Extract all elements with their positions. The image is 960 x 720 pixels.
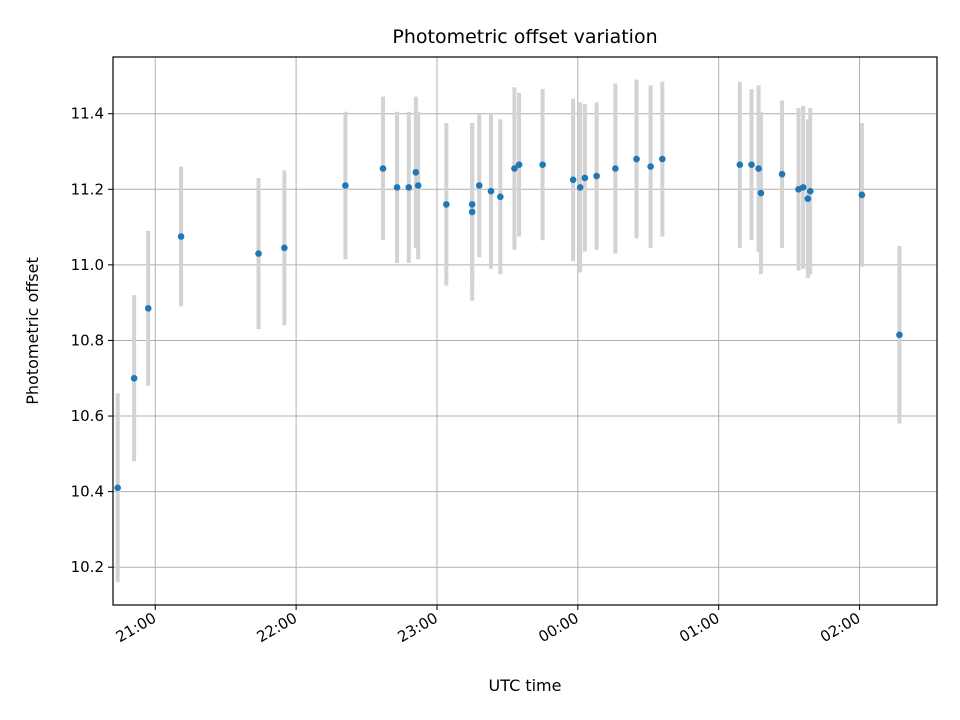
data-point bbox=[443, 201, 450, 208]
data-point bbox=[114, 484, 121, 492]
data-point bbox=[393, 184, 401, 191]
data-point bbox=[569, 176, 577, 184]
data-point bbox=[612, 165, 619, 172]
data-point bbox=[659, 155, 666, 163]
data-point bbox=[468, 208, 476, 216]
data-point bbox=[475, 182, 483, 189]
data-point bbox=[468, 201, 476, 208]
data-point bbox=[576, 184, 584, 191]
y-axis-label: Photometric offset bbox=[23, 257, 42, 405]
data-point bbox=[755, 165, 762, 172]
data-point bbox=[896, 331, 903, 339]
y-tick-label: 11.2 bbox=[71, 180, 104, 198]
data-point bbox=[806, 187, 814, 195]
data-point bbox=[539, 161, 546, 169]
data-point bbox=[342, 182, 349, 189]
y-tick-label: 10.2 bbox=[71, 558, 104, 576]
data-point bbox=[379, 165, 387, 172]
data-point bbox=[414, 182, 422, 189]
data-point bbox=[799, 184, 807, 191]
y-tick-label: 11.0 bbox=[71, 256, 104, 274]
data-point bbox=[144, 305, 152, 312]
data-point bbox=[804, 195, 812, 203]
y-tick-label: 11.4 bbox=[71, 105, 104, 123]
y-tick-label: 10.6 bbox=[71, 407, 104, 425]
y-tick-label: 10.4 bbox=[71, 483, 104, 501]
y-axis-ticks: 10.2 10.4 10.6 10.8 11.0 11.2 11.4 bbox=[71, 105, 113, 576]
data-point bbox=[647, 163, 654, 170]
data-point bbox=[515, 161, 523, 169]
data-point bbox=[405, 184, 413, 191]
data-point bbox=[281, 244, 288, 252]
plot-frame bbox=[112, 56, 938, 606]
data-point bbox=[130, 374, 138, 382]
data-point bbox=[487, 187, 495, 195]
data-points bbox=[114, 155, 903, 492]
data-point bbox=[412, 168, 420, 176]
data-point bbox=[633, 155, 640, 163]
data-point bbox=[778, 170, 786, 178]
data-point bbox=[593, 172, 600, 180]
data-point bbox=[497, 193, 504, 201]
y-tick-label: 10.8 bbox=[71, 331, 104, 349]
data-point bbox=[757, 189, 765, 197]
data-point bbox=[255, 250, 262, 257]
data-point bbox=[748, 161, 755, 169]
data-point bbox=[511, 165, 518, 172]
chart-title: Photometric offset variation bbox=[392, 26, 657, 48]
data-point bbox=[177, 233, 185, 240]
data-point bbox=[858, 191, 866, 199]
data-point bbox=[736, 161, 744, 169]
x-axis-label: UTC time bbox=[489, 676, 562, 695]
data-point bbox=[581, 174, 589, 182]
